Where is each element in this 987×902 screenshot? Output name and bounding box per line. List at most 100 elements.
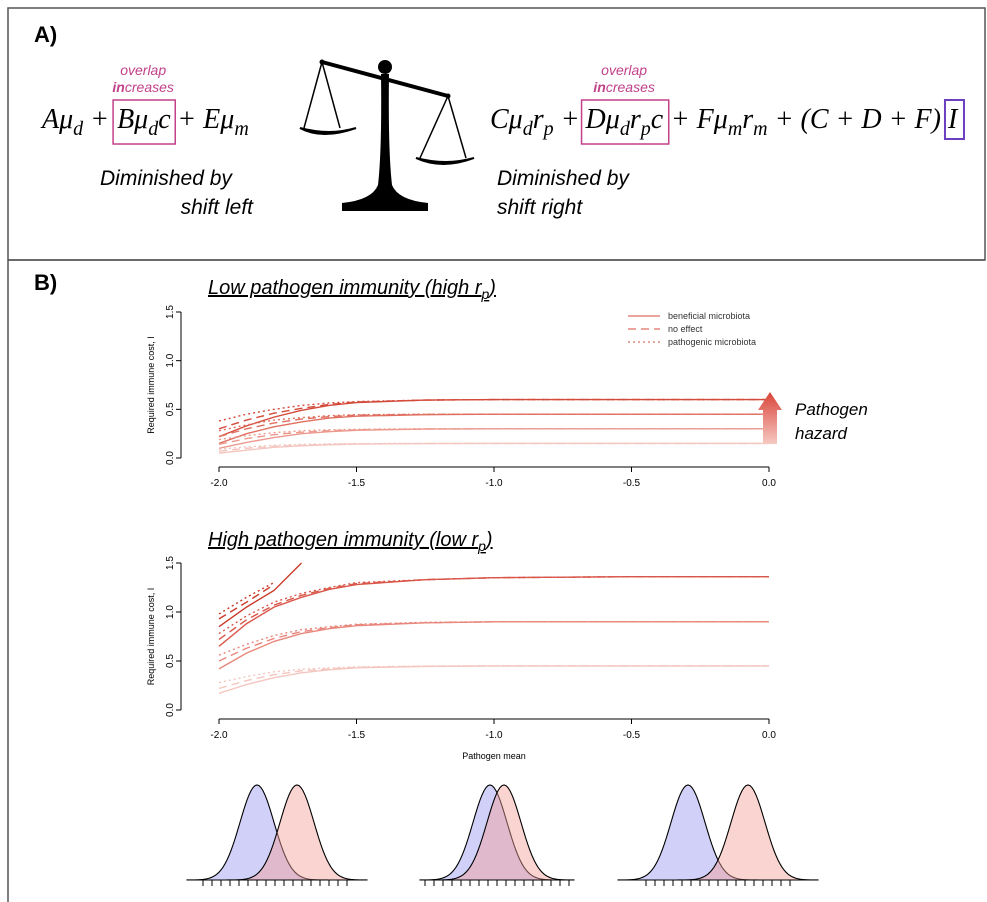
chart-title: Low pathogen immunity (high r	[208, 277, 483, 299]
equation-subscript: d	[620, 118, 631, 140]
x-tick-label: -1.5	[348, 478, 366, 489]
equation-term: r	[742, 104, 753, 135]
equation-subscript: m	[753, 118, 767, 140]
caption: shift right	[497, 196, 583, 219]
panel-b-border	[7, 259, 985, 902]
y-tick-label: 0.5	[165, 654, 176, 668]
equation-term: Fμ	[696, 104, 728, 135]
data-line	[218, 398, 769, 430]
data-line	[218, 576, 769, 647]
x-tick-label: -1.0	[485, 730, 503, 741]
distribution-illustration	[186, 784, 368, 886]
highlight-box	[112, 99, 176, 145]
equation-term: r	[630, 104, 641, 135]
data-line	[218, 413, 769, 438]
equation-term: +	[177, 104, 203, 135]
y-tick-label: 0.0	[165, 703, 176, 717]
data-line	[218, 398, 769, 422]
data-line	[218, 398, 769, 438]
equation-term: r	[533, 104, 544, 135]
panel-label: A)	[34, 22, 57, 47]
data-line	[218, 665, 769, 684]
annotation: hazard	[795, 424, 848, 443]
balance-scale-icon	[299, 59, 475, 211]
x-tick-label: -1.5	[348, 730, 366, 741]
equation-subscript: d	[73, 118, 84, 140]
data-line	[218, 576, 769, 641]
distribution-illustration	[419, 784, 575, 886]
caption: shift left	[181, 196, 255, 219]
hazard-arrow	[758, 392, 782, 444]
legend-label: no effect	[668, 324, 703, 334]
equation-part: + Eμm	[177, 104, 249, 140]
distribution-blue	[419, 784, 561, 881]
equation-part: Aμd +	[40, 104, 109, 140]
distribution-red	[226, 784, 368, 881]
annotation: overlap	[120, 62, 166, 78]
data-line	[218, 665, 769, 690]
equation-subscript: m	[728, 118, 742, 140]
distribution-blue	[617, 784, 759, 881]
caption: Diminished by	[100, 167, 233, 190]
y-tick-label: 0.5	[165, 402, 176, 416]
equation-part: Dμdrpc	[585, 104, 664, 140]
equation-subscript: p	[542, 118, 554, 140]
equation-term: Cμ	[490, 104, 523, 135]
x-tick-label: 0.0	[762, 730, 776, 741]
distribution-red	[433, 784, 575, 881]
distribution-red	[677, 784, 819, 881]
annotation: increases	[593, 79, 654, 95]
equation-term: Eμ	[202, 104, 234, 135]
y-axis-label: Required immune cost, I	[146, 588, 156, 686]
data-line	[218, 581, 275, 615]
annotation: creases	[125, 79, 174, 95]
data-line	[218, 428, 769, 441]
y-axis-label: Required immune cost, I	[146, 336, 156, 434]
annotation: Pathogen	[795, 400, 868, 419]
y-tick-label: 1.5	[165, 556, 176, 570]
data-line	[218, 576, 769, 635]
equation-part: Cμdrp +	[490, 104, 580, 140]
data-line	[218, 621, 769, 662]
highlight-box	[580, 99, 670, 145]
y-tick-label: 0.0	[165, 451, 176, 465]
x-tick-label: -2.0	[210, 730, 228, 741]
equation-term: +	[671, 104, 697, 135]
legend-label: beneficial microbiota	[668, 311, 750, 321]
data-line	[218, 428, 769, 446]
equation-term: I	[947, 104, 959, 135]
equation-term: Dμ	[585, 104, 620, 135]
highlight-box	[943, 99, 965, 140]
equation-subscript: p	[639, 118, 651, 140]
annotation-bold: in	[593, 79, 605, 95]
data-line	[218, 621, 769, 656]
chart-title: )	[487, 277, 496, 299]
caption: Diminished by	[497, 167, 630, 190]
x-tick-label: -0.5	[623, 478, 641, 489]
data-line	[218, 442, 769, 452]
equation-part: I	[947, 104, 959, 135]
data-line	[218, 583, 275, 620]
equation-term: + (C + D + F)	[768, 104, 941, 135]
chart-title-subscript: p	[480, 286, 489, 302]
legend-label: pathogenic microbiota	[668, 337, 756, 347]
data-line	[218, 442, 769, 450]
equation-term: +	[554, 104, 580, 135]
data-line	[218, 621, 769, 670]
annotation-bold: in	[112, 79, 124, 95]
distribution-blue	[186, 784, 328, 881]
annotation: overlap	[601, 62, 647, 78]
distribution-illustration	[617, 784, 819, 886]
equation-term: c	[651, 104, 664, 135]
equation-subscript: d	[148, 118, 159, 140]
equation-part: + Fμmrm + (C + D + F)	[671, 104, 941, 140]
annotation: increases	[112, 79, 173, 95]
equation-term: +	[83, 104, 109, 135]
equation-subscript: d	[523, 118, 534, 140]
chart-title: )	[484, 529, 493, 551]
data-line	[218, 562, 302, 628]
x-tick-label: -0.5	[623, 730, 641, 741]
